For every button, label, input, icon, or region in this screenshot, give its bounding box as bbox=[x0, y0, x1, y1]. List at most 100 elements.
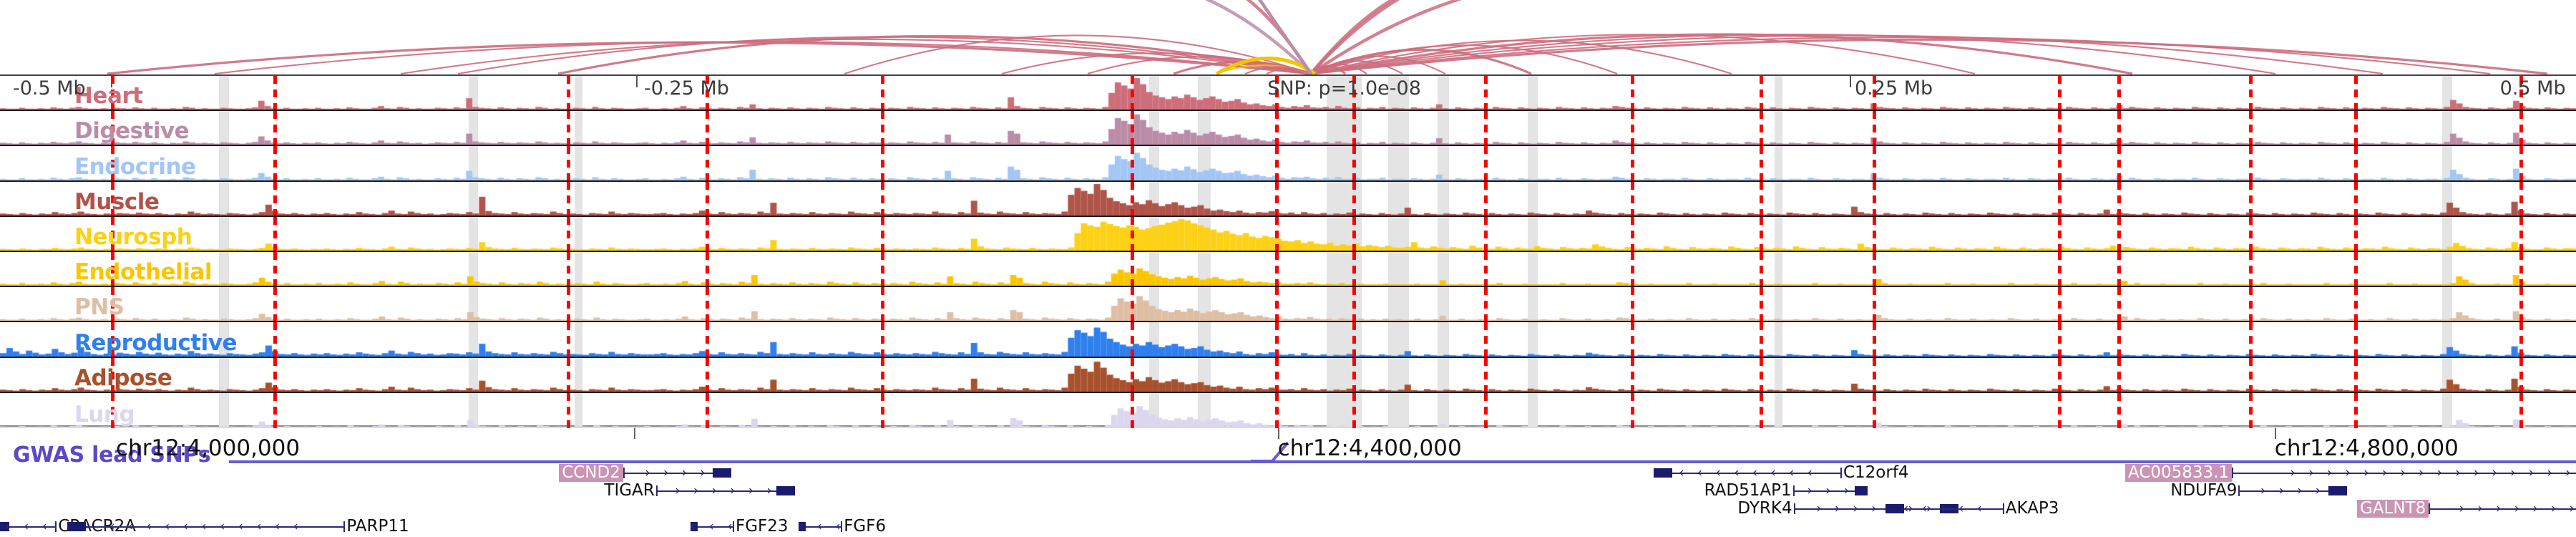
gwas-snp-marker-line bbox=[1352, 111, 1356, 145]
gene-rad51ap1[interactable]: RAD51AP1 › › › bbox=[1703, 482, 1868, 500]
gwas-snp-marker-line bbox=[881, 251, 885, 286]
gwas-snp-marker-line bbox=[2058, 322, 2062, 357]
gene-exon-block bbox=[0, 522, 10, 531]
gwas-snp-marker-line bbox=[1759, 181, 1763, 216]
gwas-snp-marker-line bbox=[2058, 287, 2062, 321]
gene-label[interactable]: FGF23 bbox=[735, 517, 789, 536]
gwas-snp-marker-line bbox=[2058, 392, 2062, 428]
gene-model: ‹ ‹ ‹ bbox=[799, 518, 843, 536]
gene-galnt8[interactable]: GALNT8 › › › › › › › bbox=[2357, 500, 2576, 518]
gwas-snp-marker-line bbox=[2248, 251, 2253, 286]
gene-ac0058331[interactable]: AC005833.1 › › › › › › › › › › › › › › › … bbox=[2125, 464, 2576, 482]
gene-intron-line bbox=[655, 490, 796, 492]
gwas-snp-marker-line bbox=[2117, 287, 2122, 321]
gene-label[interactable]: PARP11 bbox=[346, 517, 409, 536]
interaction-arc bbox=[1310, 33, 2133, 74]
gwas-snp-marker-line bbox=[1759, 111, 1763, 145]
gene-fgf6[interactable]: ‹ ‹ ‹ FGF6 bbox=[799, 518, 887, 536]
coordinate-label-1: chr12:4,400,000 bbox=[1277, 435, 1462, 461]
gene-tss-cap bbox=[2429, 503, 2431, 514]
gene-strand-arrows: ‹ ‹ ‹ ‹ ‹ ‹ ‹ ‹ ‹ ‹ ‹ bbox=[109, 518, 303, 534]
gene-fgf23[interactable]: ‹ ‹ ‹ FGF23 bbox=[690, 517, 790, 536]
interaction-arc bbox=[1266, 67, 1312, 74]
gwas-snp-marker-line bbox=[2519, 322, 2523, 357]
gene-c12orf4[interactable]: ‹ ‹ ‹ ‹ ‹ ‹ ‹ ‹ C12orf4 bbox=[1654, 464, 1910, 482]
gwas-snp-marker-line bbox=[2248, 287, 2253, 321]
gwas-snp-marker-line bbox=[1131, 251, 1135, 286]
coordinate-row: GWAS lead SNPs chr12:4,000,000 chr12:4,40… bbox=[0, 427, 2576, 468]
gene-label[interactable]: RAD51AP1 bbox=[1704, 481, 1792, 500]
gwas-snp-marker-line bbox=[706, 251, 710, 286]
gwas-snp-marker-line bbox=[110, 146, 114, 180]
gene-strand-arrows: ‹ ‹ ‹ bbox=[690, 518, 734, 534]
gwas-snp-marker-line bbox=[2117, 111, 2122, 145]
gwas-snp-marker-line bbox=[881, 216, 885, 251]
gwas-snp-marker-line bbox=[1131, 287, 1135, 321]
gwas-snp-marker-line bbox=[567, 111, 570, 145]
gwas-snp-marker-line bbox=[1131, 357, 1135, 392]
interaction-arc bbox=[1309, 0, 1462, 74]
gwas-snp-marker-line bbox=[110, 322, 114, 357]
gene-akap3[interactable]: ‹ ‹ ‹ ‹ ‹ AKAP3 bbox=[1885, 500, 2060, 518]
signal-track-digestive: Digestive bbox=[0, 111, 2576, 147]
gwas-snp-marker-line bbox=[2354, 357, 2358, 392]
gene-strand-arrows: › › › › › › bbox=[675, 483, 776, 498]
gene-ndufa9[interactable]: NDUFA9 › › › › bbox=[2169, 481, 2347, 500]
gene-annotation-panel: CCND2 › › › › ‹ ‹ ‹ ‹ ‹ ‹ ‹ ‹ C12orf4 AC0058… bbox=[0, 464, 2576, 537]
gwas-snp-marker-line bbox=[1131, 322, 1135, 357]
gwas-snp-marker-line bbox=[1483, 76, 1488, 110]
gene-ccnd2[interactable]: CCND2 › › › › bbox=[559, 464, 732, 482]
gene-exon-block bbox=[713, 468, 732, 478]
gwas-snp-marker-line bbox=[2058, 111, 2062, 145]
interaction-arc bbox=[1310, 34, 2276, 74]
gwas-lead-snps-label: GWAS lead SNPs bbox=[13, 442, 211, 468]
gwas-snp-marker-line bbox=[110, 392, 114, 428]
gwas-snp-marker-line bbox=[1873, 322, 1877, 357]
gwas-snp-marker-line bbox=[2117, 392, 2122, 428]
gene-model: › › › bbox=[1792, 482, 1868, 500]
gwas-track-line bbox=[229, 460, 2576, 463]
gwas-snp-marker-line bbox=[2354, 322, 2358, 357]
gene-label[interactable]: AC005833.1 bbox=[2125, 464, 2233, 482]
gene-intron-line bbox=[0, 526, 57, 528]
gwas-snp-marker-line bbox=[567, 392, 570, 428]
gene-tigar[interactable]: TIGAR › › › › › › bbox=[602, 481, 796, 500]
gwas-snp-marker-line bbox=[706, 181, 710, 216]
gene-label[interactable]: CCND2 bbox=[559, 464, 623, 482]
gwas-snp-marker-line bbox=[1483, 181, 1488, 216]
gene-intron-line bbox=[2429, 508, 2576, 510]
gwas-snp-marker-line bbox=[2117, 146, 2122, 180]
gwas-snp-marker-line bbox=[1131, 181, 1135, 216]
gene-label[interactable]: NDUFA9 bbox=[2170, 481, 2238, 500]
signal-profile bbox=[0, 392, 2576, 428]
gene-label[interactable]: TIGAR bbox=[604, 481, 655, 500]
gene-label[interactable]: DYRK4 bbox=[1737, 499, 1792, 518]
gene-label[interactable]: AKAP3 bbox=[2005, 499, 2059, 518]
gwas-snp-marker-line bbox=[110, 181, 114, 216]
gene-label[interactable]: C12orf4 bbox=[1843, 463, 1909, 482]
gwas-snp-marker-line bbox=[1759, 76, 1763, 110]
gene-row-3: ‹ ‹ ‹ CRACR2A ‹ ‹ ‹ ‹ ‹ ‹ ‹ ‹ ‹ ‹ ‹ PARP11 ‹… bbox=[0, 518, 2576, 536]
gwas-snp-marker-line bbox=[1352, 181, 1356, 216]
gwas-snp-marker-line bbox=[1483, 357, 1488, 392]
signal-track-reproductive: Reproductive bbox=[0, 322, 2576, 358]
gene-parp11[interactable]: ‹ ‹ ‹ ‹ ‹ ‹ ‹ ‹ ‹ ‹ ‹ PARP11 bbox=[67, 518, 411, 536]
gene-intron-line bbox=[623, 473, 732, 474]
gwas-snp-marker-line bbox=[706, 357, 710, 392]
gwas-snp-marker-line bbox=[273, 392, 277, 428]
gwas-snp-marker-line bbox=[881, 76, 885, 110]
gwas-snp-marker-line bbox=[2117, 322, 2122, 357]
gwas-snp-marker-line bbox=[2058, 76, 2062, 110]
gwas-snp-marker-line bbox=[2248, 76, 2253, 110]
gene-label[interactable]: GALNT8 bbox=[2357, 500, 2429, 518]
gwas-snp-marker-line bbox=[1352, 357, 1356, 392]
gwas-snp-marker-line bbox=[706, 216, 710, 251]
gwas-snp-marker-line bbox=[2117, 76, 2122, 110]
gwas-snp-marker-line bbox=[1352, 322, 1356, 357]
axis-tick bbox=[636, 76, 638, 87]
gwas-snp-marker-line bbox=[273, 76, 277, 110]
gene-tss-cap bbox=[55, 521, 57, 532]
gwas-snp-marker-line bbox=[567, 181, 570, 216]
gene-label[interactable]: FGF6 bbox=[844, 517, 887, 536]
gwas-snp-marker-line bbox=[1630, 111, 1634, 145]
